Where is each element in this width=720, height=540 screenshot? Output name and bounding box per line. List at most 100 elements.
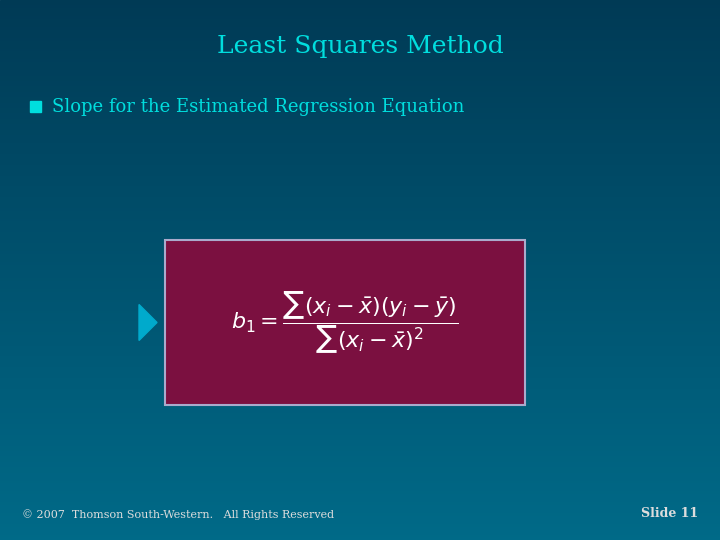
- Bar: [0, 192, 720, 194]
- Bar: [0, 397, 720, 400]
- Bar: [0, 329, 720, 332]
- Bar: [0, 478, 720, 481]
- Bar: [0, 289, 720, 292]
- Bar: [0, 178, 720, 181]
- Bar: [0, 130, 720, 132]
- Bar: [0, 316, 720, 319]
- Bar: [0, 348, 720, 351]
- Text: © 2007  Thomson South-Western.   All Rights Reserved: © 2007 Thomson South-Western. All Rights…: [22, 509, 334, 520]
- Bar: [0, 486, 720, 489]
- Bar: [0, 472, 720, 475]
- Bar: [0, 394, 720, 397]
- Bar: [0, 143, 720, 146]
- Bar: [0, 491, 720, 494]
- Bar: [0, 100, 720, 103]
- Bar: [0, 135, 720, 138]
- Bar: [0, 446, 720, 448]
- Bar: [0, 27, 720, 30]
- Polygon shape: [139, 305, 157, 341]
- Bar: [0, 219, 720, 221]
- Bar: [0, 513, 720, 516]
- Bar: [0, 132, 720, 135]
- Bar: [0, 256, 720, 259]
- Bar: [0, 68, 720, 70]
- Bar: [0, 165, 720, 167]
- Bar: [0, 359, 720, 362]
- Bar: [0, 524, 720, 526]
- Bar: [0, 246, 720, 248]
- Bar: [0, 354, 720, 356]
- Bar: [0, 154, 720, 157]
- Bar: [0, 427, 720, 429]
- Bar: [0, 275, 720, 278]
- Bar: [0, 86, 720, 89]
- Bar: [0, 84, 720, 86]
- Bar: [0, 251, 720, 254]
- Bar: [0, 78, 720, 81]
- Bar: [0, 62, 720, 65]
- Bar: [0, 97, 720, 100]
- Bar: [0, 181, 720, 184]
- Bar: [0, 424, 720, 427]
- Bar: [0, 138, 720, 140]
- Bar: [0, 421, 720, 424]
- Bar: [0, 127, 720, 130]
- Bar: [0, 70, 720, 73]
- Bar: [0, 338, 720, 340]
- Bar: [0, 11, 720, 14]
- Bar: [0, 202, 720, 205]
- Bar: [0, 189, 720, 192]
- Bar: [0, 400, 720, 402]
- Bar: [0, 254, 720, 256]
- Bar: [0, 54, 720, 57]
- Bar: [0, 367, 720, 370]
- Bar: [0, 5, 720, 8]
- Bar: [0, 14, 720, 16]
- Bar: [0, 111, 720, 113]
- Bar: [0, 259, 720, 262]
- Bar: [0, 197, 720, 200]
- Bar: [0, 313, 720, 316]
- Bar: [0, 494, 720, 497]
- Bar: [0, 464, 720, 467]
- Bar: [0, 327, 720, 329]
- Bar: [0, 224, 720, 227]
- Bar: [0, 49, 720, 51]
- Bar: [0, 462, 720, 464]
- Text: Slide 11: Slide 11: [641, 507, 698, 520]
- Bar: [0, 392, 720, 394]
- Bar: [0, 59, 720, 62]
- Bar: [0, 262, 720, 265]
- Bar: [0, 489, 720, 491]
- Bar: [0, 76, 720, 78]
- Bar: [0, 267, 720, 270]
- Bar: [0, 19, 720, 22]
- Bar: [0, 292, 720, 294]
- Bar: [0, 375, 720, 378]
- FancyBboxPatch shape: [165, 240, 525, 405]
- Bar: [0, 305, 720, 308]
- Bar: [0, 159, 720, 162]
- Bar: [0, 402, 720, 405]
- Bar: [0, 448, 720, 451]
- Bar: [0, 92, 720, 94]
- Bar: [0, 265, 720, 267]
- Bar: [0, 497, 720, 500]
- Bar: [0, 230, 720, 232]
- Bar: [0, 162, 720, 165]
- Bar: [0, 505, 720, 508]
- Bar: [0, 308, 720, 310]
- Bar: [0, 51, 720, 54]
- Bar: [0, 459, 720, 462]
- Bar: [0, 119, 720, 122]
- Bar: [0, 297, 720, 300]
- Bar: [0, 200, 720, 202]
- Bar: [0, 89, 720, 92]
- Bar: [0, 278, 720, 281]
- Bar: [0, 8, 720, 11]
- Bar: [0, 432, 720, 435]
- Bar: [0, 300, 720, 302]
- Bar: [0, 470, 720, 472]
- Bar: [0, 81, 720, 84]
- Bar: [0, 270, 720, 273]
